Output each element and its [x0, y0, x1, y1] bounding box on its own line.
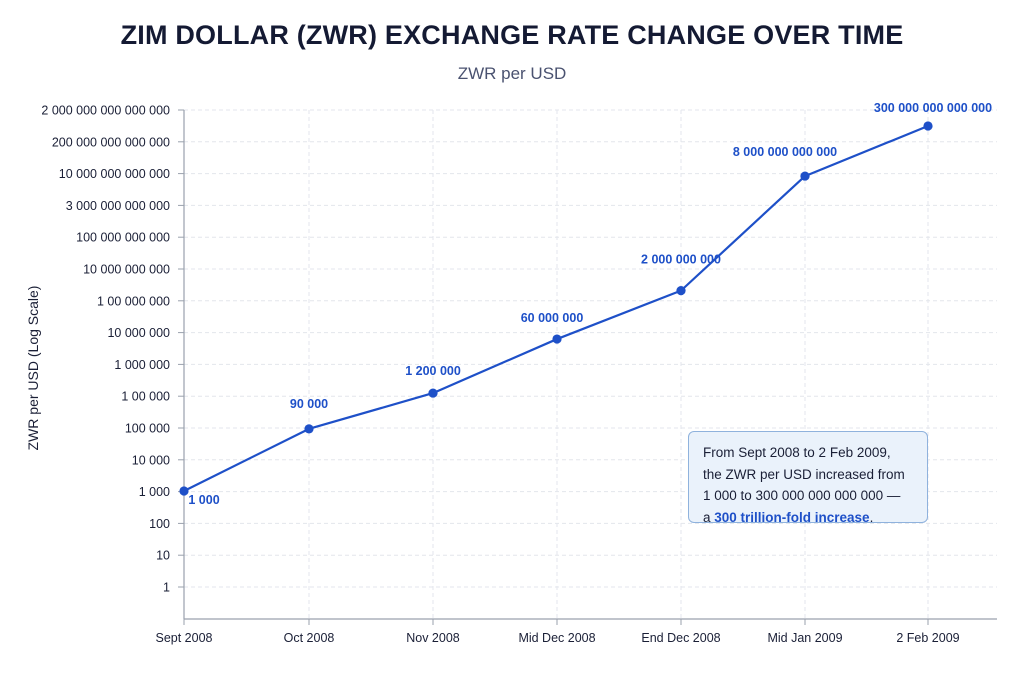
- y-tick-label: 10: [156, 549, 170, 563]
- summary-callout: From Sept 2008 to 2 Feb 2009, the ZWR pe…: [688, 431, 928, 525]
- x-tick-label: Oct 2008: [284, 631, 335, 645]
- y-tick-label: 1 00 000: [121, 390, 170, 404]
- callout-line: 1 000 to 300 000 000 000 000 —: [703, 488, 901, 503]
- data-point: [676, 286, 686, 296]
- callout-text: a: [703, 509, 715, 525]
- x-tick-label: Sept 2008: [156, 631, 213, 645]
- data-point: [923, 121, 933, 131]
- y-tick-label: 10 000 000 000: [83, 263, 170, 277]
- y-tick-label: 1 00 000 000: [97, 294, 170, 308]
- data-label: 2 000 000 000: [641, 253, 721, 267]
- y-tick-label: 10 000 000: [107, 326, 170, 340]
- data-label: 8 000 000 000 000: [733, 145, 837, 159]
- y-tick-label: 10 000: [132, 453, 170, 467]
- x-tick-label: End Dec 2008: [641, 631, 720, 645]
- callout-line: a 300 trillion-fold increase.: [703, 507, 915, 529]
- y-axis-label: ZWR per USD (Log Scale): [25, 286, 41, 451]
- y-tick-label: 3 000 000 000 000: [66, 199, 170, 213]
- chart-subtitle: ZWR per USD: [457, 64, 567, 83]
- chart-title: ZIM DOLLAR (ZWR) EXCHANGE RATE CHANGE OV…: [120, 20, 904, 50]
- y-tick-label: 2 000 000 000 000 000: [41, 104, 170, 118]
- y-tick-label: 100 000 000 000: [76, 231, 170, 245]
- y-tick-label: 100: [149, 517, 170, 531]
- y-tick-label: 10 000 000 000 000: [59, 167, 170, 181]
- data-point: [179, 486, 189, 496]
- callout-emphasis: 300 trillion-fold increase: [714, 509, 870, 525]
- x-tick-label: Nov 2008: [406, 631, 460, 645]
- y-tick-label: 1 000: [139, 485, 170, 499]
- callout-text: .: [869, 509, 874, 525]
- data-label: 60 000 000: [521, 311, 584, 325]
- x-tick-label: Mid Dec 2008: [518, 631, 595, 645]
- data-point: [428, 388, 438, 398]
- data-label: 1 000: [188, 493, 219, 507]
- x-tick-label: 2 Feb 2009: [896, 631, 959, 645]
- x-tick-label: Mid Jan 2009: [767, 631, 842, 645]
- data-point: [552, 334, 562, 344]
- callout-line: From Sept 2008 to 2 Feb 2009,: [703, 445, 891, 460]
- data-label: 90 000: [290, 397, 328, 411]
- y-tick-label: 200 000 000 000 000: [52, 135, 170, 149]
- y-tick-label: 1: [163, 581, 170, 595]
- y-tick-label: 1 000 000: [114, 358, 170, 372]
- data-label: 300 000 000 000 000: [874, 101, 992, 115]
- data-label: 1 200 000: [405, 364, 461, 378]
- data-point: [304, 424, 314, 434]
- callout-line: the ZWR per USD increased from: [703, 466, 905, 482]
- data-point: [800, 171, 810, 181]
- y-tick-label: 100 000: [125, 422, 170, 436]
